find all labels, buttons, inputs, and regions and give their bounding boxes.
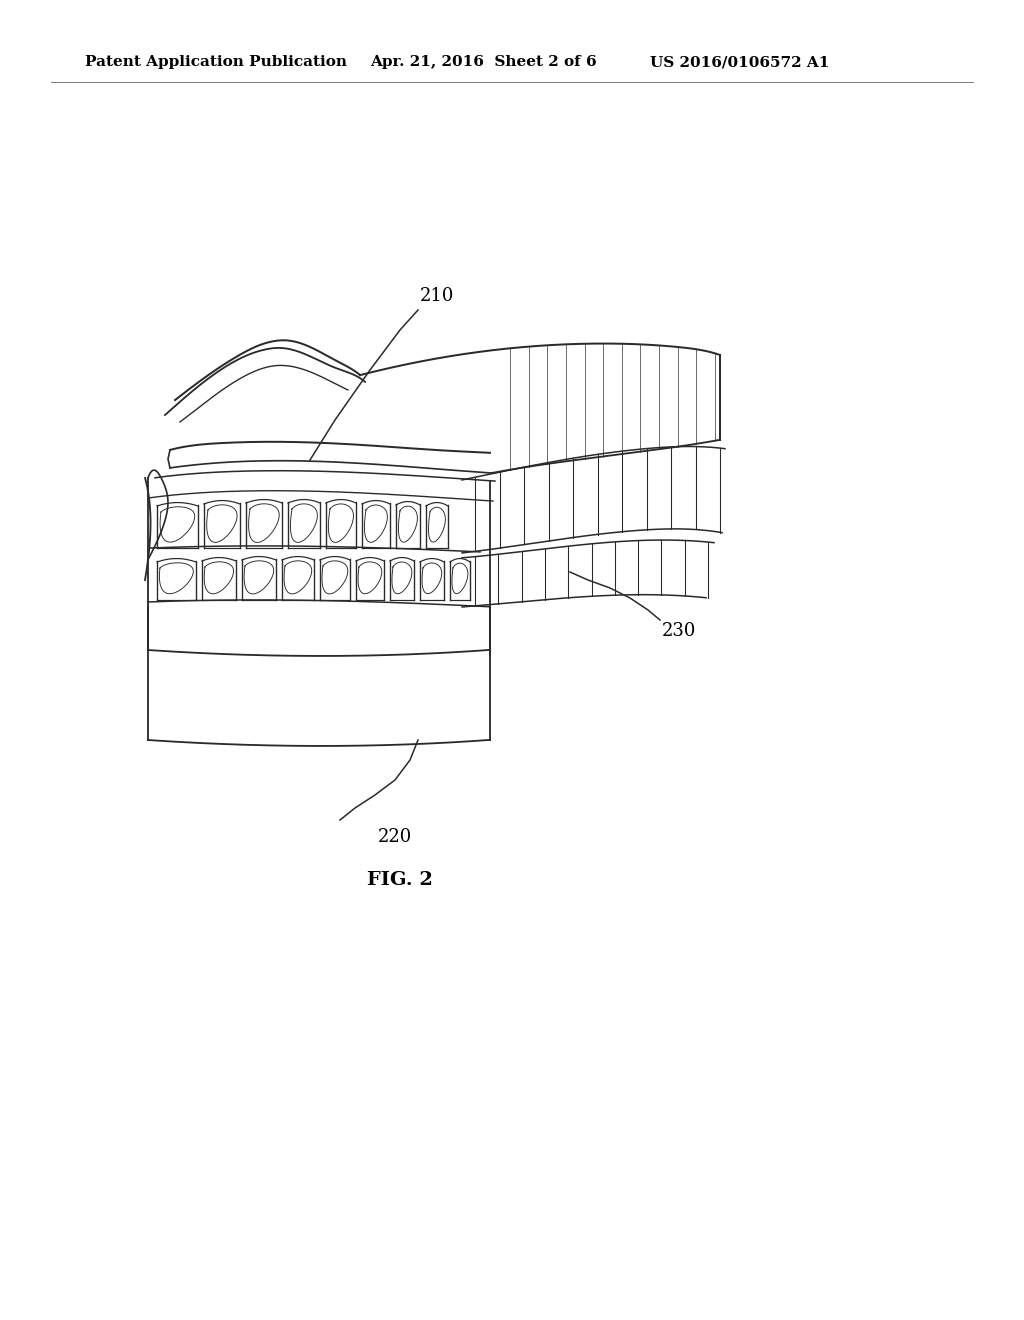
Polygon shape — [202, 557, 236, 601]
Polygon shape — [204, 500, 240, 548]
Text: 230: 230 — [662, 622, 696, 640]
Polygon shape — [282, 556, 314, 601]
Polygon shape — [157, 502, 198, 548]
Polygon shape — [450, 558, 470, 601]
Polygon shape — [396, 502, 420, 548]
Polygon shape — [362, 500, 390, 548]
Text: US 2016/0106572 A1: US 2016/0106572 A1 — [650, 55, 829, 69]
Polygon shape — [426, 502, 449, 548]
Polygon shape — [288, 499, 319, 548]
Polygon shape — [390, 557, 414, 601]
Polygon shape — [326, 499, 356, 548]
Polygon shape — [356, 557, 384, 601]
Polygon shape — [420, 558, 444, 601]
Polygon shape — [246, 499, 282, 548]
Text: Apr. 21, 2016  Sheet 2 of 6: Apr. 21, 2016 Sheet 2 of 6 — [370, 55, 597, 69]
Text: 210: 210 — [420, 286, 455, 305]
Text: Patent Application Publication: Patent Application Publication — [85, 55, 347, 69]
Text: 220: 220 — [378, 828, 412, 846]
Polygon shape — [157, 558, 196, 601]
Polygon shape — [319, 556, 350, 601]
Text: FIG. 2: FIG. 2 — [367, 871, 433, 888]
Polygon shape — [242, 556, 276, 601]
